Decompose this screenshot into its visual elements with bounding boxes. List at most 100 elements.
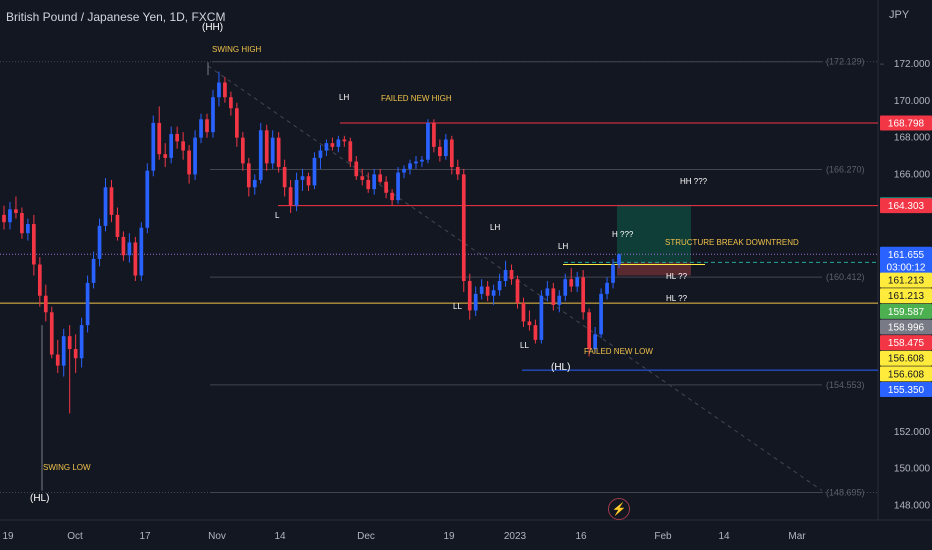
- x-tick-label: Mar: [788, 531, 806, 542]
- candle-body: [354, 161, 359, 177]
- candle-body: [276, 137, 281, 168]
- candle-body: [246, 163, 251, 188]
- candle-body: [79, 325, 84, 359]
- x-tick-label: 17: [139, 531, 151, 542]
- candle-body: [67, 336, 72, 350]
- candle-body: [420, 159, 424, 162]
- candle-body: [8, 209, 12, 223]
- price-badge-label: 156.608: [888, 369, 925, 380]
- candle-body: [229, 97, 233, 109]
- candle-body: [318, 150, 323, 158]
- candle-body: [175, 133, 180, 142]
- chart-annotation: LH: [558, 242, 568, 251]
- candle-body: [515, 279, 520, 304]
- x-tick-label: 14: [718, 531, 730, 542]
- candle-body: [509, 270, 514, 280]
- x-tick-label: Oct: [67, 531, 83, 542]
- price-badge-label: 158.996: [888, 322, 925, 333]
- currency-label: JPY: [889, 9, 910, 21]
- candle-body: [336, 139, 341, 147]
- candle-body: [49, 312, 54, 355]
- candle-body: [20, 213, 24, 234]
- candle-body: [211, 97, 215, 133]
- y-tick-label: 148.000: [894, 500, 931, 511]
- candle-body: [300, 176, 305, 180]
- candle-body: [103, 187, 108, 226]
- chart-title: British Pound / Japanese Yen, 1D, FXCM: [6, 10, 226, 24]
- price-badge: [880, 366, 932, 382]
- candle-body: [617, 254, 621, 265]
- price-badge-label: 161.655: [888, 250, 925, 261]
- price-badge: [880, 272, 932, 288]
- price-badge-label: 164.303: [888, 201, 925, 212]
- x-tick-label: Nov: [208, 531, 226, 542]
- y-tick-label: 166.000: [894, 169, 931, 180]
- candle-body: [449, 139, 454, 168]
- candle-body: [151, 122, 156, 171]
- candle-body: [539, 295, 544, 340]
- price-badge-label: 168.798: [888, 118, 925, 129]
- candle-body: [491, 290, 496, 296]
- candle-body: [390, 192, 394, 201]
- candle-body: [240, 137, 245, 164]
- price-badge: [880, 319, 932, 335]
- candle-body: [109, 187, 114, 215]
- chart-annotation: STRUCTURE BREAK DOWNTREND: [665, 238, 799, 247]
- trade-target-zone: [617, 204, 691, 263]
- candle-body: [217, 82, 221, 98]
- price-badge: [880, 198, 932, 214]
- price-badge-label: 155.350: [888, 385, 925, 396]
- chart-annotation: HL ??: [666, 294, 688, 303]
- candle-body: [121, 236, 126, 256]
- candle-body: [396, 172, 400, 201]
- y-tick-label: 168.000: [894, 133, 931, 144]
- candle-body: [348, 141, 353, 162]
- candle-body: [288, 187, 293, 206]
- y-tick-label: 152.000: [894, 427, 931, 438]
- candle-body: [557, 295, 562, 305]
- chart-annotation: H ???: [612, 230, 634, 239]
- chart-annotation: LH: [339, 93, 349, 102]
- y-tick-label: 150.000: [894, 464, 931, 475]
- candle-body: [282, 167, 287, 188]
- candle-body: [479, 286, 484, 294]
- candle-body: [599, 293, 603, 335]
- x-tick-label: 19: [443, 531, 455, 542]
- candle-body: [294, 179, 299, 206]
- candle-body: [91, 258, 96, 283]
- price-badge: [880, 350, 932, 366]
- candle-body: [402, 168, 406, 173]
- candle-body: [2, 214, 6, 223]
- chart-annotation: (HH): [202, 22, 223, 33]
- candle-body: [384, 181, 388, 193]
- lightning-icon[interactable]: ⚡: [608, 498, 630, 520]
- candle-body: [330, 143, 335, 147]
- candle-body: [139, 227, 144, 276]
- price-badge-label: 158.475: [888, 338, 925, 349]
- price-badge: [880, 288, 932, 304]
- candle-body: [360, 176, 365, 180]
- candle-body: [133, 242, 138, 276]
- candle-body: [324, 143, 329, 151]
- candle-body: [545, 288, 550, 296]
- candle-body: [115, 214, 120, 237]
- ghost-level-label: (172.129): [826, 57, 865, 67]
- candle-body: [366, 179, 371, 190]
- candle-body: [414, 161, 418, 164]
- candle-body: [199, 119, 203, 138]
- candle-body: [569, 279, 574, 287]
- candle-body: [223, 82, 227, 98]
- candle-body: [312, 157, 317, 186]
- chart-annotation: FAILED NEW LOW: [584, 347, 653, 356]
- candle-body: [43, 295, 48, 313]
- x-tick-label: 2023: [504, 531, 527, 542]
- candle-body: [342, 139, 347, 142]
- price-badge-label: 159.587: [888, 307, 925, 318]
- price-badge: [880, 303, 932, 319]
- chart-annotation: (HL): [30, 493, 49, 504]
- chart-annotation: FAILED NEW HIGH: [381, 94, 452, 103]
- candle-body: [521, 303, 526, 322]
- candle-body: [372, 174, 377, 190]
- candle-body: [563, 279, 568, 296]
